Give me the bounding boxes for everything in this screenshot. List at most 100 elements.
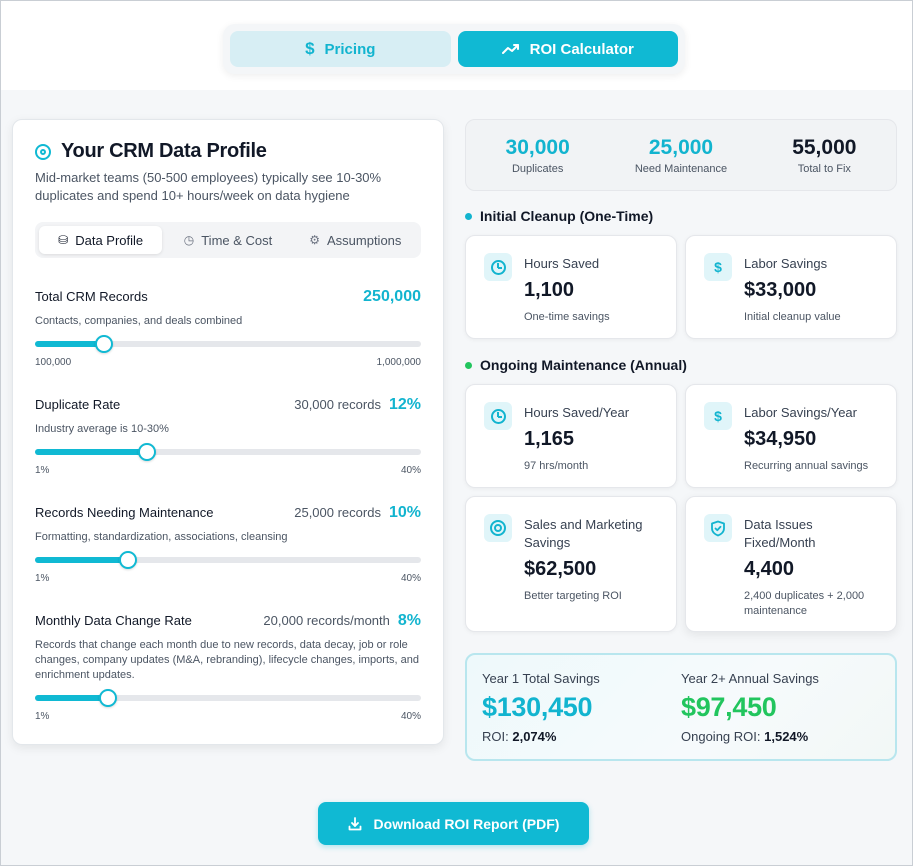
slider-track[interactable] (35, 689, 421, 707)
stat-label: Need Maintenance (634, 163, 728, 175)
clock-icon: ◷ (183, 233, 195, 247)
status-dot (465, 212, 472, 220)
slider-max: 1,000,000 (376, 357, 422, 368)
metric-title: Hours Saved (524, 256, 600, 271)
slider-max: 40% (400, 465, 421, 476)
slider-value: 8% (397, 612, 421, 629)
section-ongoing-maintenance: Ongoing Maintenance (Annual) (465, 357, 687, 373)
section-title: Ongoing Maintenance (Annual) (480, 357, 687, 373)
slider-max: 40% (400, 711, 421, 722)
records-summary: 30,000 Duplicates 25,000 Need Maintenanc… (465, 119, 897, 191)
metric-value: $34,950 (744, 428, 817, 450)
card-subtitle: Mid-market teams (50-500 employees) typi… (35, 170, 382, 203)
slider-description: Industry average is 10-30% (35, 423, 169, 435)
metric-title: Labor Savings/Year (744, 405, 857, 420)
dollar-icon: $ (704, 253, 732, 281)
dollar-icon: $ (704, 402, 732, 430)
slider-value: 10% (388, 504, 421, 521)
clock-icon (484, 253, 512, 281)
download-label: Download ROI Report (PDF) (373, 815, 560, 832)
slider-min: 1% (35, 711, 50, 722)
metric-note: Recurring annual savings (744, 460, 869, 472)
slider-count: 30,000 records (294, 397, 381, 412)
slider-min: 100,000 (35, 357, 72, 368)
metric-note: Initial cleanup value (744, 311, 841, 323)
slider-track[interactable] (35, 335, 421, 353)
metric-title: Labor Savings (744, 256, 828, 271)
slider-description: Formatting, standardization, association… (35, 531, 288, 543)
stat-label: Total to Fix (797, 163, 851, 175)
tab-label: Assumptions (326, 232, 402, 248)
metric-value: 1,100 (524, 279, 575, 301)
section-title: Initial Cleanup (One-Time) (480, 208, 654, 224)
total-label: Year 1 Total Savings (482, 671, 600, 686)
slider-thumb[interactable] (118, 551, 137, 569)
stat-value: 30,000 (505, 136, 570, 159)
status-dot (465, 361, 472, 369)
crm-data-profile-card: Your CRM Data Profile Mid-market teams (… (12, 119, 444, 745)
slider-description: Records that change each month due to ne… (35, 639, 419, 681)
stat-value: 55,000 (792, 136, 857, 159)
tab-label: ROI Calculator (529, 40, 634, 58)
year1-savings: Year 1 Total Savings $130,450 ROI: 2,074… (482, 671, 681, 744)
slider-label: Records Needing Maintenance (35, 505, 214, 520)
slider-thumb[interactable] (99, 689, 118, 707)
total-value: $97,450 (681, 692, 777, 722)
stat-need-maintenance: 25,000 Need Maintenance (609, 120, 752, 190)
slider-track[interactable] (35, 551, 421, 569)
stat-total-to-fix: 55,000 Total to Fix (753, 120, 896, 190)
gear-icon: ⚙ (309, 233, 320, 247)
metric-value: 1,165 (524, 428, 575, 450)
metric-title: Data Issues Fixed/Month (744, 517, 816, 550)
slider-label: Monthly Data Change Rate (35, 613, 192, 628)
download-icon (348, 816, 361, 830)
metric-value: $33,000 (744, 279, 817, 301)
roi-line: Ongoing ROI: 1,524% (681, 729, 880, 744)
roi-label: ROI: (482, 729, 509, 744)
metric-sales-marketing: Sales and Marketing Savings $62,500 Bett… (465, 496, 677, 632)
slider-track[interactable] (35, 443, 421, 461)
frame-border (0, 0, 913, 1)
target-icon (35, 143, 51, 160)
slider-label: Total CRM Records (35, 289, 148, 304)
slider-max: 40% (400, 573, 421, 584)
metric-labor-savings: $ Labor Savings $33,000 Initial cleanup … (685, 235, 897, 339)
frame-border (0, 0, 1, 866)
shield-check-icon (704, 514, 732, 542)
tab-roi-calculator[interactable]: ROI Calculator (457, 31, 678, 67)
slider-fill (35, 449, 147, 455)
tab-label: Data Profile (75, 232, 144, 248)
slider-value: 12% (388, 396, 421, 413)
tab-data-profile[interactable]: ⛁ Data Profile (39, 226, 163, 254)
target-icon (484, 514, 512, 542)
tab-time-cost[interactable]: ◷ Time & Cost (166, 226, 289, 254)
slider-total-records: Total CRM Records 250,000 Contacts, comp… (35, 288, 421, 368)
card-title: Your CRM Data Profile (61, 140, 267, 162)
slider-maintenance: Records Needing Maintenance 25,000 recor… (35, 504, 421, 584)
metric-hours-saved-year: Hours Saved/Year 1,165 97 hrs/month (465, 384, 677, 488)
slider-value: 250,000 (363, 288, 421, 305)
slider-thumb[interactable] (137, 443, 156, 461)
trending-up-icon (501, 44, 519, 54)
metric-hours-saved: Hours Saved 1,100 One-time savings (465, 235, 677, 339)
slider-thumb[interactable] (95, 335, 114, 353)
slider-fill (35, 557, 128, 563)
roi-line: ROI: 2,074% (482, 729, 681, 744)
slider-monthly-change: Monthly Data Change Rate 20,000 records/… (35, 612, 421, 722)
roi-value: 2,074% (512, 729, 557, 744)
slider-duplicate-rate: Duplicate Rate 30,000 records 12% Indust… (35, 396, 421, 476)
stat-value: 25,000 (648, 136, 714, 159)
slider-fill (35, 341, 105, 347)
metric-note: One-time savings (524, 311, 610, 323)
download-report-button[interactable]: Download ROI Report (PDF) (318, 802, 589, 845)
database-icon: ⛁ (58, 233, 69, 247)
tab-assumptions[interactable]: ⚙ Assumptions (294, 226, 417, 254)
stat-duplicates: 30,000 Duplicates (466, 120, 609, 190)
slider-fill (35, 695, 109, 701)
slider-min: 1% (35, 573, 50, 584)
metric-note: 2,400 duplicates + 2,000 maintenance (744, 590, 865, 617)
metric-value: 4,400 (744, 558, 795, 580)
total-value: $130,450 (482, 692, 593, 722)
slider-count: 25,000 records (294, 505, 381, 520)
tab-pricing[interactable]: $ Pricing (230, 31, 451, 67)
